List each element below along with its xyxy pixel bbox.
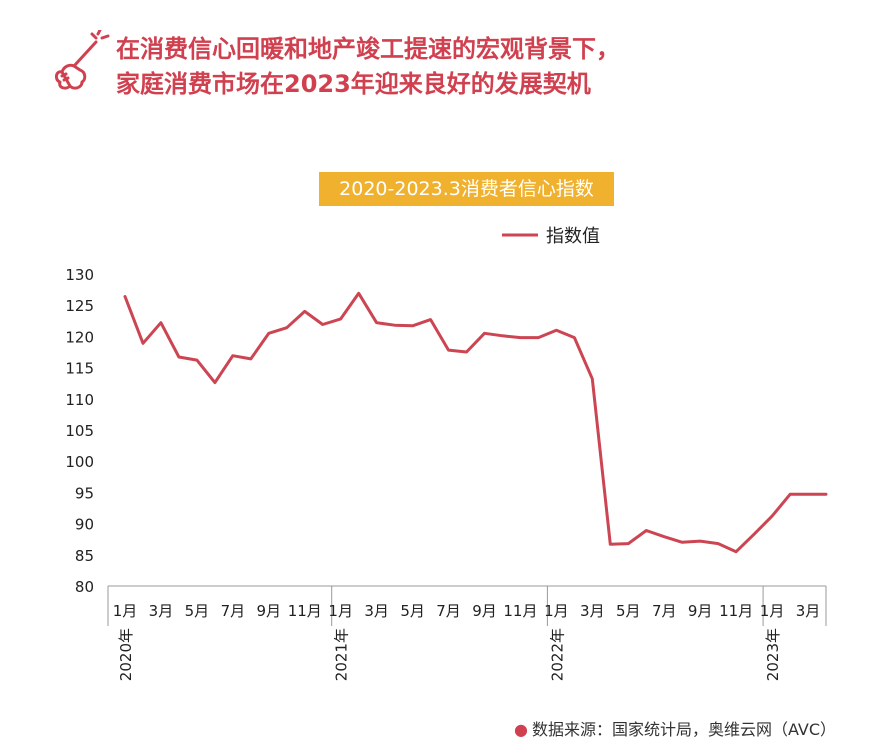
x-tick-label: 1月 bbox=[113, 602, 138, 620]
x-tick-label: 1月 bbox=[544, 602, 569, 620]
x-tick-label: 11月 bbox=[503, 602, 537, 620]
y-tick-label: 85 bbox=[75, 547, 94, 565]
legend-label: 指数值 bbox=[546, 226, 600, 247]
bullet-dot-icon: ● bbox=[513, 720, 528, 739]
year-label: 2021年 bbox=[333, 628, 351, 681]
x-tick-label: 7月 bbox=[436, 602, 461, 620]
chart-legend: 指数值 bbox=[502, 226, 600, 247]
x-tick-label: 9月 bbox=[257, 602, 282, 620]
x-tick-label: 11月 bbox=[719, 602, 753, 620]
y-tick-label: 90 bbox=[75, 516, 94, 534]
y-tick-label: 100 bbox=[65, 453, 94, 471]
y-tick-label: 105 bbox=[65, 422, 94, 440]
x-tick-label: 3月 bbox=[149, 602, 174, 620]
year-label: 2020年 bbox=[117, 628, 135, 681]
year-label: 2022年 bbox=[548, 628, 566, 681]
plot-area bbox=[123, 291, 828, 554]
headline-line-2: 家庭消费市场在2023年迎来良好的发展契机 bbox=[116, 70, 591, 98]
x-tick-label: 9月 bbox=[472, 602, 497, 620]
x-tick-label: 3月 bbox=[364, 602, 389, 620]
headline-text: 在消费信心回暖和地产竣工提速的宏观背景下， 家庭消费市场在2023年迎来良好的发… bbox=[116, 32, 620, 102]
x-tick-label: 7月 bbox=[652, 602, 677, 620]
x-tick-label: 11月 bbox=[288, 602, 322, 620]
series-line bbox=[123, 291, 828, 554]
x-tick-label: 1月 bbox=[760, 602, 785, 620]
y-tick-label: 125 bbox=[65, 297, 94, 315]
y-axis: 80 85 90 95 100 105 110 115 120 125 130 bbox=[65, 266, 94, 596]
x-axis: 1月 3月 5月 7月 9月 11月 1月 3月 5月 7月 9月 11月 1月 3月 5月 7月 9月 11月 1… bbox=[107, 585, 827, 681]
y-tick-label: 80 bbox=[75, 578, 94, 596]
x-tick-label: 5月 bbox=[185, 602, 210, 620]
source-note: ● 数据来源：国家统计局，奥维云网（AVC） bbox=[514, 716, 836, 740]
x-tick-label: 5月 bbox=[616, 602, 641, 620]
x-tick-label: 3月 bbox=[796, 602, 821, 620]
x-tick-label: 1月 bbox=[328, 602, 353, 620]
x-tick-label: 3月 bbox=[580, 602, 605, 620]
chart-title: 2020-2023.3消费者信心指数 bbox=[319, 172, 614, 206]
headline-line-1: 在消费信心回暖和地产竣工提速的宏观背景下， bbox=[116, 35, 620, 63]
x-tick-label: 9月 bbox=[688, 602, 713, 620]
y-tick-label: 120 bbox=[65, 328, 94, 346]
y-tick-label: 130 bbox=[65, 266, 94, 284]
y-tick-label: 95 bbox=[75, 484, 94, 502]
source-text: 数据来源：国家统计局，奥维云网（AVC） bbox=[531, 720, 836, 739]
year-label: 2023年 bbox=[764, 628, 782, 681]
x-tick-label: 5月 bbox=[400, 602, 425, 620]
pointing-hand-with-wand-icon bbox=[54, 30, 110, 90]
y-tick-label: 110 bbox=[65, 391, 94, 409]
y-tick-label: 115 bbox=[65, 360, 94, 378]
x-tick-label: 7月 bbox=[221, 602, 246, 620]
